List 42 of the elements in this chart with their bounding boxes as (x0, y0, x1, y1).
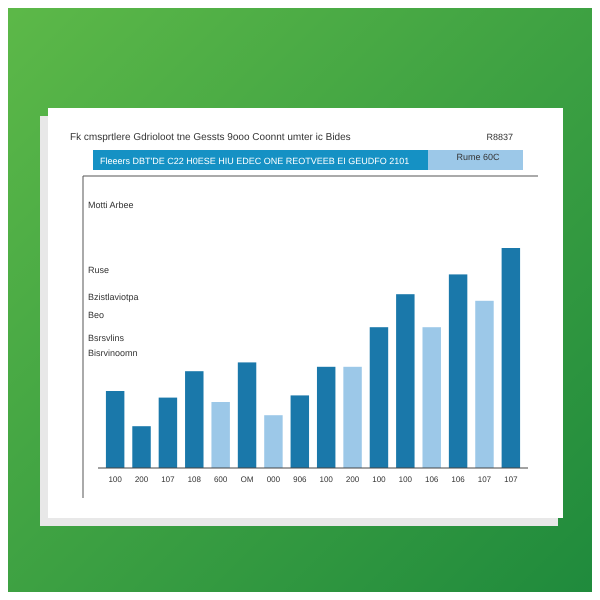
x-tick-label: 200 (346, 475, 360, 484)
bar (396, 294, 415, 468)
annotation: Bzistlaviotpa (88, 292, 139, 302)
text: R8837 (486, 132, 513, 142)
chart-subtitle: Fleeers DBT'DE C22 H0ESE HIU EDEC ONE REOTVEEB EI GEUDFO 2101 (100, 156, 410, 166)
bar (106, 391, 124, 468)
bar (185, 371, 204, 468)
bar (132, 426, 151, 468)
x-tick-label: 100 (398, 475, 413, 484)
bar (343, 366, 362, 468)
bar (502, 248, 520, 468)
bar (211, 402, 230, 468)
annotation: Bisrvinoomn (88, 348, 138, 358)
bar (475, 300, 494, 468)
bar (264, 415, 283, 468)
x-tick-label: 600 (214, 475, 228, 484)
x-tick-label: 107 (478, 475, 492, 484)
x-tick-label: 000 (266, 475, 281, 484)
bar (370, 327, 388, 468)
annotation: Beo (88, 310, 104, 320)
x-tick-label: 906 (293, 475, 308, 484)
bar (422, 327, 441, 468)
bar (316, 366, 336, 468)
x-tick-label: OM (240, 475, 254, 484)
x-tick-label: 107 (504, 475, 518, 484)
x-tick-label: 108 (188, 475, 202, 484)
x-tick-label: 100 (108, 475, 122, 484)
x-tick-label: 106 (425, 475, 439, 484)
bar (238, 362, 256, 468)
annotation: Ruse (88, 265, 110, 275)
x-tick-label: 106 (451, 475, 466, 484)
x-tick-label: 107 (161, 475, 176, 484)
text: Rume 60C (456, 152, 500, 162)
x-tick-label: 200 (134, 475, 149, 484)
bar (290, 395, 310, 468)
text: Motti Arbee (88, 200, 134, 210)
bar (448, 274, 468, 468)
chart-title: Fk cmsprtlere Gdrioloot tne Gessts 9ooo Coonnt umter ic Bides (70, 132, 351, 143)
x-tick-label: 100 (372, 475, 386, 484)
annotation: Bsrsvlins (88, 333, 125, 343)
x-tick-label: 100 (320, 475, 334, 484)
bar (158, 398, 178, 468)
